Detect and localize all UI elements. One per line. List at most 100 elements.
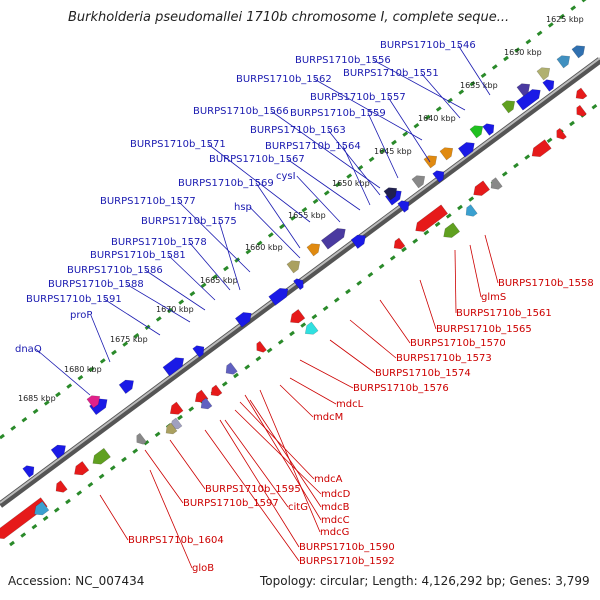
scale-label[interactable]: 1675 kbp	[110, 335, 148, 344]
accessory-gene[interactable]	[571, 42, 588, 59]
reverse-gene-label[interactable]: BURPS1710b_1565	[436, 324, 532, 335]
reverse-gene[interactable]	[529, 139, 552, 161]
reverse-gene[interactable]	[302, 321, 319, 338]
reverse-gene-label[interactable]: BURPS1710b_1592	[299, 556, 395, 567]
reverse-gene-label[interactable]: mdcM	[313, 412, 343, 423]
forward-gene[interactable]	[118, 376, 137, 394]
reverse-gene-label[interactable]: gloB	[192, 563, 214, 574]
forward-gene[interactable]	[268, 285, 292, 306]
accessory-gene[interactable]	[556, 52, 573, 69]
reverse-gene-label[interactable]: citG	[288, 502, 308, 513]
forward-gene-label[interactable]: BURPS1710b_1591	[26, 294, 122, 305]
accessory-gene[interactable]	[198, 397, 213, 412]
reverse-gene-label[interactable]: mdcG	[320, 527, 349, 538]
reverse-gene-label[interactable]: BURPS1710b_1574	[375, 368, 471, 379]
forward-gene-label[interactable]: dnaQ	[15, 344, 42, 355]
reverse-gene-label[interactable]: mdcC	[321, 515, 350, 526]
accessory-gene[interactable]	[411, 172, 428, 189]
forward-gene[interactable]	[482, 121, 498, 136]
reverse-gene[interactable]	[412, 204, 449, 235]
forward-gene[interactable]	[162, 354, 187, 377]
accessory-gene[interactable]	[208, 384, 223, 399]
forward-gene-label[interactable]: BURPS1710b_1566	[193, 106, 289, 117]
forward-gene[interactable]	[192, 343, 208, 358]
reverse-gene[interactable]	[31, 501, 50, 518]
forward-gene-label[interactable]: BURPS1710b_1581	[90, 250, 186, 261]
forward-gene-label[interactable]: BURPS1710b_1546	[380, 40, 476, 51]
reverse-gene[interactable]	[440, 222, 461, 241]
forward-gene[interactable]	[542, 77, 558, 92]
accessory-gene[interactable]	[439, 144, 456, 161]
reverse-gene[interactable]	[254, 340, 267, 355]
accessory-gene[interactable]	[383, 184, 400, 201]
reverse-gene-label[interactable]: glmS	[481, 292, 506, 303]
reverse-gene[interactable]	[90, 447, 111, 468]
forward-gene[interactable]	[293, 276, 307, 291]
accessory-gene[interactable]	[163, 422, 178, 437]
forward-gene[interactable]	[22, 463, 38, 478]
reverse-gene-label[interactable]: mdcL	[336, 399, 364, 410]
forward-gene-label[interactable]: BURPS1710b_1562	[236, 74, 332, 85]
accessory-gene[interactable]	[516, 80, 533, 97]
scale-label[interactable]: 1680 kbp	[64, 365, 102, 374]
forward-gene-label[interactable]: BURPS1710b_1586	[67, 265, 163, 276]
reverse-gene[interactable]	[167, 401, 184, 418]
forward-gene[interactable]	[350, 231, 369, 249]
reverse-gene-label[interactable]: BURPS1710b_1573	[396, 353, 492, 364]
reverse-gene-label[interactable]: BURPS1710b_1576	[353, 383, 449, 394]
scale-label[interactable]: 1630 kbp	[504, 48, 542, 57]
reverse-gene[interactable]	[470, 180, 491, 199]
reverse-gene[interactable]	[463, 204, 478, 220]
reverse-gene[interactable]	[574, 104, 587, 119]
accessory-gene[interactable]	[286, 257, 303, 274]
reverse-gene[interactable]	[134, 432, 147, 447]
accessory-gene[interactable]	[306, 240, 323, 257]
forward-gene[interactable]	[397, 198, 413, 213]
forward-gene-label[interactable]: BURPS1710b_1571	[130, 139, 226, 150]
scale-label[interactable]: 1635 kbp	[460, 81, 498, 90]
scale-label[interactable]: 1685 kbp	[18, 394, 56, 403]
scale-label[interactable]: 1655 kbp	[288, 211, 326, 220]
forward-gene-label[interactable]: BURPS1710b_1556	[295, 55, 391, 66]
reverse-gene[interactable]	[53, 480, 68, 496]
forward-gene-label[interactable]: cysI	[276, 171, 296, 182]
reverse-gene[interactable]	[223, 362, 238, 378]
reverse-gene-label[interactable]: BURPS1710b_1597	[183, 498, 279, 509]
reverse-gene-label[interactable]: mdcB	[321, 502, 350, 513]
reverse-gene-label[interactable]: BURPS1710b_1604	[128, 535, 224, 546]
reverse-gene[interactable]	[0, 497, 48, 543]
forward-gene-label[interactable]: BURPS1710b_1559	[290, 108, 386, 119]
accessory-gene[interactable]	[501, 97, 518, 114]
forward-gene-label[interactable]: BURPS1710b_1563	[250, 125, 346, 136]
forward-gene[interactable]	[457, 139, 477, 158]
forward-gene-label[interactable]: BURPS1710b_1564	[265, 141, 361, 152]
reverse-gene-label[interactable]: BURPS1710b_1590	[299, 542, 395, 553]
reverse-gene-label[interactable]: mdcD	[321, 489, 351, 500]
forward-gene-label[interactable]: BURPS1710b_1578	[111, 237, 207, 248]
accessory-gene[interactable]	[536, 64, 553, 81]
forward-gene-label[interactable]: BURPS1710b_1557	[310, 92, 406, 103]
accessory-gene[interactable]	[86, 392, 103, 409]
forward-gene-label[interactable]: BURPS1710b_1577	[100, 196, 196, 207]
scale-label[interactable]: 1660 kbp	[245, 243, 283, 252]
forward-gene-label[interactable]: BURPS1710b_1569	[178, 178, 274, 189]
scale-label[interactable]: 1625 kbp	[546, 15, 584, 24]
forward-gene[interactable]	[432, 168, 448, 183]
reverse-gene-label[interactable]: mdcA	[314, 474, 343, 485]
reverse-gene[interactable]	[287, 309, 306, 326]
forward-gene[interactable]	[320, 225, 348, 250]
forward-gene-label[interactable]: BURPS1710b_1588	[48, 279, 144, 290]
scale-label[interactable]: 1670 kbp	[156, 305, 194, 314]
forward-gene-label[interactable]: proP	[70, 310, 92, 321]
reverse-gene-label[interactable]: BURPS1710b_1570	[410, 338, 506, 349]
reverse-gene[interactable]	[488, 177, 503, 193]
accessory-gene[interactable]	[423, 152, 440, 169]
reverse-gene-label[interactable]: BURPS1710b_1561	[456, 308, 552, 319]
scale-label[interactable]: 1665 kbp	[200, 276, 238, 285]
reverse-gene-label[interactable]: BURPS1710b_1595	[205, 484, 301, 495]
reverse-gene-label[interactable]: BURPS1710b_1558	[498, 278, 594, 289]
accessory-gene[interactable]	[573, 87, 588, 102]
forward-gene-label[interactable]: BURPS1710b_1551	[343, 68, 439, 79]
reverse-gene[interactable]	[71, 461, 90, 478]
